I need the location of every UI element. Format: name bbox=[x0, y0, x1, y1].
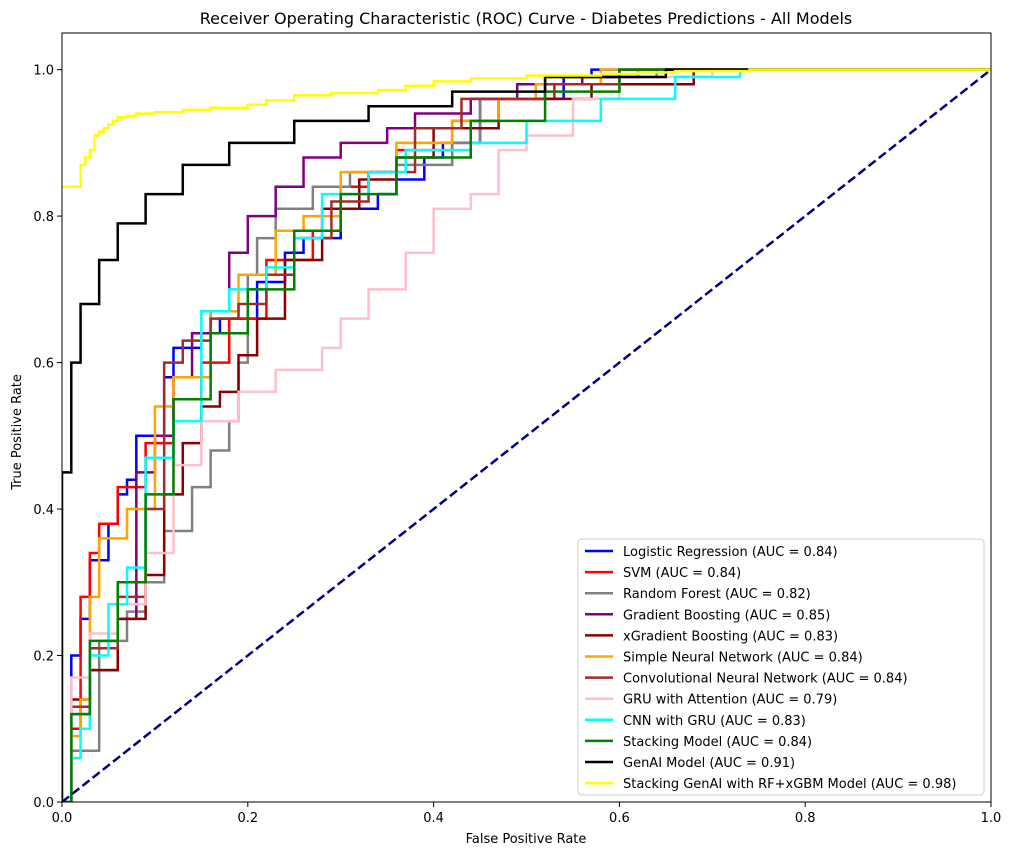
legend-label: GenAI Model (AUC = 0.91) bbox=[623, 756, 795, 771]
x-axis-label: False Positive Rate bbox=[466, 832, 587, 847]
legend-label: Stacking Model (AUC = 0.84) bbox=[623, 735, 812, 750]
legend-label: Random Forest (AUC = 0.82) bbox=[623, 587, 811, 602]
legend-label: GRU with Attention (AUC = 0.79) bbox=[623, 693, 837, 708]
y-tick-label: 0.2 bbox=[33, 650, 54, 665]
legend-label: SVM (AUC = 0.84) bbox=[623, 566, 741, 581]
axes: 0.0 0.2 0.4 0.6 0.8 1.0 0.0 0.2 0.4 0.6 0.8 1.0 bbox=[33, 32, 1002, 826]
roc-curve-series-7 bbox=[62, 68, 991, 802]
x-tick-label: 0.6 bbox=[609, 811, 630, 826]
x-tick-label: 0.2 bbox=[237, 811, 258, 826]
plot-frame bbox=[61, 32, 992, 803]
roc-curve-series-4 bbox=[62, 68, 991, 802]
x-tick-label: 1.0 bbox=[981, 811, 1002, 826]
legend: Logistic Regression (AUC = 0.84) SVM (AUC… bbox=[577, 538, 985, 796]
legend-label: Gradient Boosting (AUC = 0.85) bbox=[623, 608, 830, 623]
y-tick-label: 1.0 bbox=[33, 64, 54, 79]
y-tick-label: 0.6 bbox=[33, 357, 54, 372]
y-tick-label: 0.4 bbox=[33, 503, 54, 518]
legend-label: Stacking GenAI with RF+xGBM Model (AUC =… bbox=[623, 777, 956, 792]
x-tick-label: 0.4 bbox=[423, 811, 444, 826]
y-tick-label: 0.0 bbox=[33, 796, 54, 811]
y-tick-label: 0.8 bbox=[33, 210, 54, 225]
x-tick-label: 0.0 bbox=[52, 811, 73, 826]
x-tick-label: 0.8 bbox=[795, 811, 816, 826]
y-axis-label: True Positive Rate bbox=[10, 374, 25, 491]
legend-label: xGradient Boosting (AUC = 0.83) bbox=[623, 629, 838, 644]
roc-curves bbox=[62, 68, 991, 802]
legend-box bbox=[577, 538, 985, 796]
roc-curve-series-9 bbox=[62, 68, 991, 802]
roc-curve-series-10 bbox=[62, 68, 991, 802]
legend-label: Logistic Regression (AUC = 0.84) bbox=[623, 545, 838, 560]
legend-label: CNN with GRU (AUC = 0.83) bbox=[623, 714, 806, 729]
roc-curve-series-11 bbox=[62, 68, 991, 189]
roc-curve-series-8 bbox=[62, 68, 991, 802]
legend-label: Simple Neural Network (AUC = 0.84) bbox=[623, 651, 863, 666]
legend-label: Convolutional Neural Network (AUC = 0.84… bbox=[623, 672, 908, 687]
chance-diagonal-line bbox=[62, 68, 991, 802]
chart-title: Receiver Operating Characteristic (ROC) … bbox=[200, 9, 853, 28]
roc-curve-series-5 bbox=[62, 68, 991, 802]
